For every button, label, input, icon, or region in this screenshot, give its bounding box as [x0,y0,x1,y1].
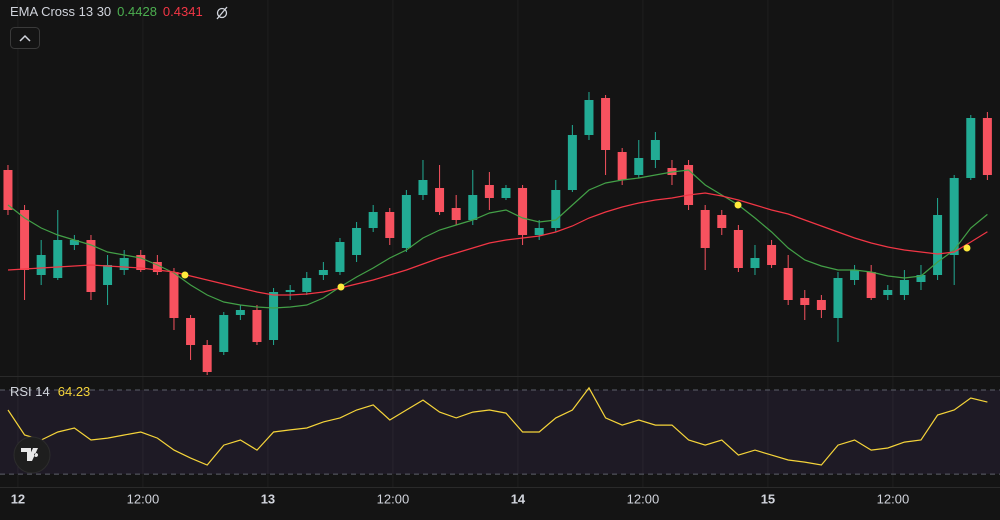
candle-body [717,215,727,228]
candle-body [435,188,445,212]
candle-body [899,280,909,295]
candle-body [883,290,893,295]
candle-body [186,318,196,345]
candle-body [484,185,494,198]
x-tick-label: 13 [261,491,275,506]
candle-body [866,272,876,298]
candle-body [783,268,793,300]
cross-marker [963,244,971,252]
candle-body [252,310,262,342]
candle-body [136,255,146,270]
candle-body [584,100,594,135]
candle-body [601,98,611,150]
x-tick-label: 12:00 [627,491,660,506]
rsi-value: 64.23 [58,384,91,399]
candle-body [451,208,461,220]
candle-body [501,188,511,198]
candle-body [700,210,710,248]
candle-body [750,258,760,268]
candle-body [235,310,245,315]
candle-body [850,270,860,280]
candle-body [103,265,113,285]
candle-body [567,135,577,190]
candle-body [418,180,428,195]
candle-body [352,228,362,255]
candle-body [335,242,345,272]
candle-body [53,240,63,278]
cross-marker [337,283,345,291]
x-tick-label: 14 [511,491,526,506]
ema-line [7,192,988,296]
candle-body [69,240,79,245]
collapse-button[interactable] [10,27,40,49]
time-axis: 12 12:00 13 12:00 14 12:00 15 12:00 [11,491,910,506]
candle-body [800,298,810,305]
candle-body [916,275,926,282]
candle-body [816,300,826,310]
candle-body [534,228,544,235]
candle-body [518,188,528,235]
x-tick-label: 12:00 [877,491,910,506]
x-tick-label: 15 [761,491,775,506]
cross-marker [734,201,742,209]
candle-body [119,258,129,270]
candle-body [966,118,976,178]
x-tick-label: 12 [11,491,25,506]
candle-body [36,255,46,275]
candle-body [202,345,212,372]
x-tick-label: 12:00 [127,491,160,506]
fast-ema-value: 0.4428 [117,4,157,19]
candle-body [833,278,843,318]
candle-body [385,212,395,238]
candle-body [634,158,644,175]
rsi-line [7,386,988,466]
candle-body [86,240,96,292]
candle-body [468,195,478,220]
cross-marker [181,271,189,279]
grid [17,0,894,487]
slow-ema-value: 0.4341 [163,4,203,19]
candle-body [3,170,13,210]
candle-body [767,245,777,265]
candle-body [318,270,328,275]
price-pane [3,92,992,375]
candle-body [401,195,411,248]
candle-body [551,190,561,228]
candle-body [152,262,162,272]
candle-body [169,272,179,318]
candle-body [982,118,992,175]
candle-body [269,292,279,340]
rsi-legend: RSI 14 64.23 [10,384,90,399]
rsi-pane [0,386,1000,475]
rsi-name: RSI 14 [10,384,50,399]
candle-body [933,215,943,275]
rsi-band [0,389,1000,475]
logo[interactable] [13,436,51,474]
visibility-icon[interactable] [216,6,228,20]
candle-body [684,165,694,205]
price-legend: EMA Cross 13 30 0.4428 0.4341 [10,4,203,19]
candle-body [285,290,295,292]
candle-body [650,140,660,160]
candle-body [302,278,312,292]
candle-body [617,152,627,180]
candle-body [219,315,229,352]
candle-body [733,230,743,268]
candle-body [20,210,30,270]
indicator-name: EMA Cross 13 30 [10,4,111,19]
x-tick-label: 12:00 [377,491,410,506]
candle-body [368,212,378,228]
candle-body [949,178,959,255]
